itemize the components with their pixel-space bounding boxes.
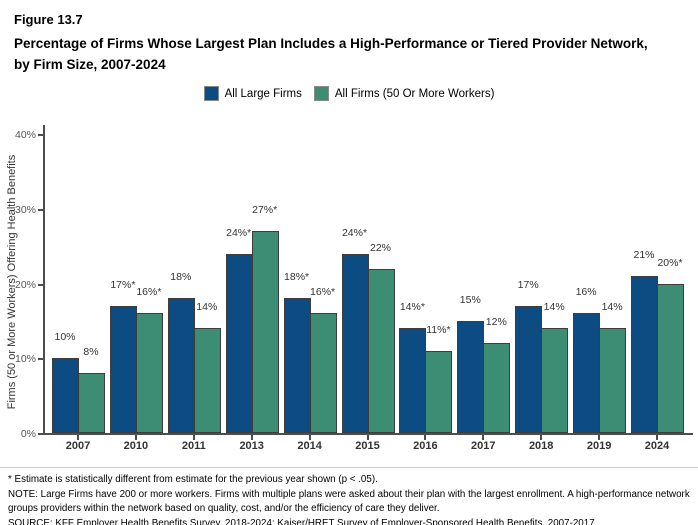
- bar-all-firms-2010: [135, 313, 163, 433]
- bar-value-label: 12%: [485, 316, 507, 329]
- footnote-source: SOURCE: KFF Employer Health Benefits Sur…: [8, 517, 595, 525]
- x-tick-label-2016: 2016: [413, 440, 438, 452]
- bar-value-label: 16%: [575, 286, 597, 299]
- y-tick-label: 30%: [14, 203, 36, 216]
- bar-value-label: 14%: [543, 301, 565, 314]
- x-tick: [77, 435, 79, 440]
- bar-value-label: 18%*: [284, 271, 310, 284]
- x-tick-label-2024: 2024: [644, 440, 670, 452]
- bar-value-label: 17%*: [110, 278, 136, 291]
- bar-value-label: 14%*: [399, 301, 425, 314]
- bar-all-firms-2018: [541, 328, 569, 433]
- x-tick: [598, 435, 601, 440]
- x-tick: [134, 435, 137, 440]
- bar-value-label: 8%: [83, 346, 99, 359]
- bar-all-firms-2019: [599, 328, 627, 433]
- footnote-asterisk: * Estimate is statistically different fr…: [8, 474, 378, 485]
- bar-chart: Firms (50 or More Workers) Offering Heal…: [0, 115, 698, 465]
- bar-value-label: 14%: [196, 301, 218, 314]
- bar-value-label: 27%*: [252, 204, 278, 217]
- legend-label: All Firms (50 Or More Workers): [334, 87, 495, 100]
- y-tick: [38, 283, 43, 286]
- x-tick: [366, 435, 369, 440]
- bar-all-large-firms-2011: [167, 298, 195, 433]
- figure-number: Figure 13.7: [14, 12, 83, 27]
- bar-value-label: 10%: [54, 331, 76, 344]
- legend-swatch-blue-icon: [203, 86, 219, 101]
- bar-all-firms-2013: [251, 231, 279, 433]
- x-tick-label-2017: 2017: [471, 440, 496, 452]
- bar-value-label: 16%*: [310, 286, 336, 299]
- footnote-note: NOTE: Large Firms have 200 or more worke…: [8, 488, 690, 515]
- bar-value-label: 16%*: [136, 286, 162, 299]
- y-axis-line: [43, 125, 45, 435]
- y-tick-label: 0%: [20, 428, 36, 440]
- x-tick-label-2015: 2015: [355, 440, 380, 452]
- bar-value-label: 22%: [369, 241, 391, 254]
- bar-all-large-firms-2016: [399, 328, 427, 433]
- x-tick: [482, 435, 485, 440]
- bar-all-large-firms-2024: [631, 276, 658, 433]
- y-tick-label: 10%: [14, 353, 36, 366]
- bar-value-label: 18%: [170, 271, 192, 284]
- bar-all-large-firms-2019: [573, 313, 601, 433]
- bar-all-firms-2024: [657, 283, 684, 433]
- x-tick: [424, 435, 427, 440]
- y-tick-label: 20%: [14, 278, 36, 291]
- y-tick: [38, 358, 43, 361]
- bar-all-firms-2014: [309, 313, 337, 433]
- chart-legend: All Large Firms All Firms (50 Or More Wo…: [0, 86, 698, 101]
- bar-value-label: 24%*: [341, 226, 368, 239]
- y-tick: [38, 208, 43, 211]
- y-tick: [38, 433, 43, 435]
- x-tick-label-2013: 2013: [239, 440, 264, 452]
- bar-value-label: 17%: [517, 278, 539, 291]
- bar-value-label: 11%*: [426, 323, 451, 336]
- x-tick-label-2019: 2019: [586, 440, 612, 452]
- x-tick-label-2007: 2007: [65, 440, 91, 452]
- footnotes: * Estimate is statistically different fr…: [8, 473, 694, 525]
- bar-all-large-firms-2010: [109, 305, 137, 433]
- x-tick: [250, 435, 253, 440]
- bar-all-firms-2007: [78, 373, 105, 433]
- y-tick: [38, 134, 43, 136]
- bar-value-label: 21%: [633, 249, 655, 262]
- bar-all-large-firms-2015: [341, 253, 369, 433]
- legend-label: All Large Firms: [224, 87, 302, 100]
- plot-area: 10% 8% 17%* 16%* 18% 14% 24%* 27%* 18%* 16%* 24%* 2…: [43, 134, 693, 433]
- legend-item-all-large-firms: All Large Firms: [203, 86, 302, 101]
- bar-all-firms-2016: [425, 350, 453, 433]
- bar-all-large-firms-2018: [515, 305, 543, 433]
- bar-value-label: 20%*: [657, 256, 683, 269]
- x-tick: [656, 435, 658, 440]
- legend-item-all-firms-50-or-more: All Firms (50 Or More Workers): [313, 86, 495, 101]
- bar-all-firms-2015: [367, 268, 395, 433]
- bar-all-large-firms-2017: [457, 320, 485, 433]
- x-tick: [192, 435, 195, 440]
- legend-swatch-green-icon: [313, 86, 329, 101]
- bar-all-large-firms-2013: [225, 253, 253, 433]
- x-tick: [540, 435, 543, 440]
- bar-value-label: 24%*: [226, 226, 252, 239]
- x-axis-line: [43, 433, 693, 435]
- x-tick: [308, 435, 311, 440]
- figure-title: Percentage of Firms Whose Largest Plan I…: [14, 36, 648, 72]
- x-tick-label-2011: 2011: [181, 440, 206, 452]
- bar-all-firms-2011: [193, 328, 221, 433]
- x-tick-label-2010: 2010: [123, 440, 149, 452]
- x-tick-label-2018: 2018: [528, 440, 554, 452]
- bar-all-large-firms-2014: [283, 298, 311, 433]
- x-tick-label-2014: 2014: [297, 440, 322, 452]
- y-tick-label: 40%: [14, 129, 36, 141]
- bar-value-label: 15%: [459, 293, 481, 306]
- footnote-divider: [0, 467, 698, 468]
- bar-all-firms-2017: [483, 343, 511, 433]
- bar-value-label: 14%: [601, 301, 623, 314]
- bar-all-large-firms-2007: [52, 358, 79, 433]
